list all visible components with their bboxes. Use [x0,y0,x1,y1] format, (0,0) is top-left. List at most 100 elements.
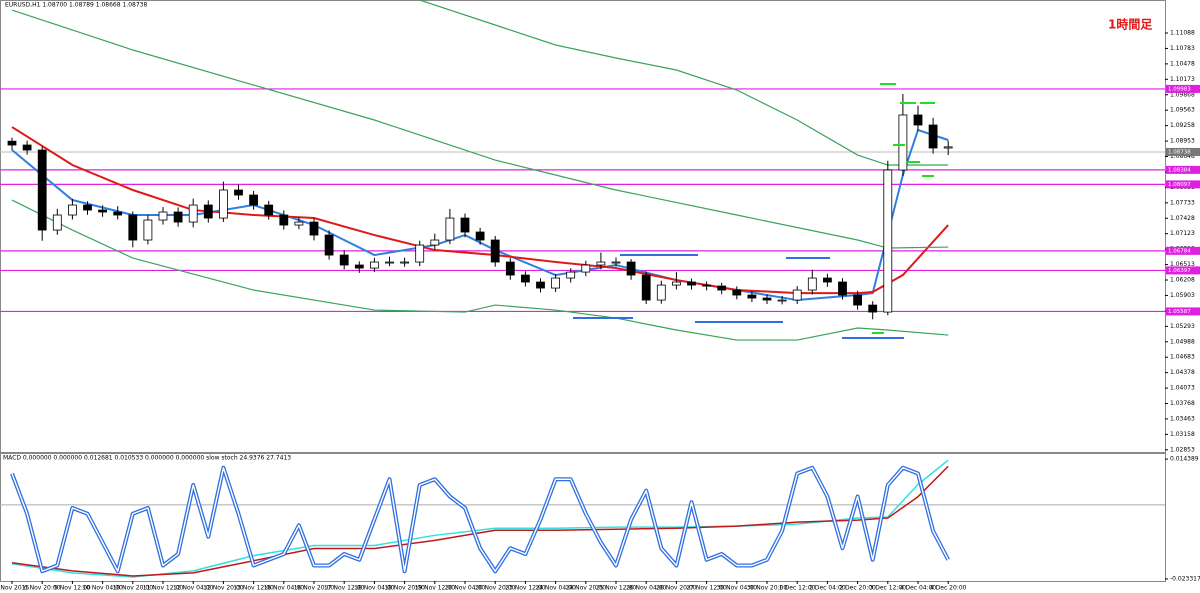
candle-body [143,219,153,241]
y-tick-label: 1.06513 [1170,261,1195,268]
candle-body [702,284,711,287]
candle-body [68,204,77,216]
candle-body [173,211,183,223]
price-level-tag [1166,165,1200,174]
candle-body [37,149,47,231]
x-tick-label: 30 Nov 04:00 [717,585,758,592]
y-tick-label: 1.04378 [1170,369,1195,376]
x-tick-label: 6 Nov 20:00 [24,585,61,592]
candle-body [883,169,893,313]
candle-body [339,254,349,266]
y-tick-label: 1.03463 [1170,415,1195,422]
candle-body [823,277,832,283]
x-tick-label: 20 Nov 20:00 [475,585,516,592]
x-tick-label: 30 Nov 20:00 [747,585,788,592]
x-tick-label: 11 Nov 12:00 [143,585,184,592]
candle-body [234,189,243,196]
y-tick-label: 0.014389 [1170,456,1199,463]
candle-body [581,264,591,273]
x-tick-label: 3 Dec 12:00 [870,585,907,592]
candle-body [249,194,259,206]
x-tick-label: 2 Dec 04:00 [809,585,846,592]
candle-body [188,204,198,223]
main-panel-frame [0,0,1166,453]
y-tick-label: 1.11088 [1170,30,1195,37]
price-level-tag [1166,84,1200,93]
candle-body [113,211,123,216]
x-tick-label: 18 Nov 04:00 [354,585,395,592]
candle-body [369,261,379,269]
y-tick-label: 1.07428 [1170,215,1195,222]
candle-body [279,214,289,226]
y-tick-label: 1.08953 [1170,138,1195,145]
price-level-tag [1166,266,1200,275]
candle-body [641,274,651,301]
x-tick-label: 26 Nov 20:00 [656,585,697,592]
moving-average [11,128,949,302]
moving-average [11,9,949,249]
x-tick-label: 24 Nov 04:00 [535,585,576,592]
candle-body [747,294,757,299]
x-tick-label: 20 Nov 04:00 [445,585,486,592]
candle-body [687,281,696,286]
x-tick-label: 18 Nov 20:00 [384,585,425,592]
candle-body [128,214,138,241]
price-level-label: 1.08097 [1168,182,1191,188]
candle-body [22,144,32,151]
candle-body [732,289,742,296]
x-tick-label: 9 Nov 12:00 [54,585,91,592]
price-level-tag [1166,246,1200,255]
candle-body [430,239,440,246]
candle-body [98,209,107,213]
candle-body [566,271,576,279]
candle-body [913,114,923,126]
candle-body [551,277,560,289]
candle-body [158,211,168,221]
price-level-label: 1.08384 [1168,167,1191,173]
candle-body [52,214,62,231]
x-tick-label: 16 Nov 20:00 [294,585,335,592]
candle-body [309,221,319,236]
candle-body [656,284,666,301]
price-level-label: 1.06397 [1168,268,1191,274]
candle-body [294,221,304,226]
y-tick-label: 1.09868 [1170,91,1195,98]
candle-body [717,285,727,291]
candle-body [83,204,92,211]
candle-body [898,114,908,171]
y-tick-label: 1.10173 [1170,76,1195,83]
x-tick-label: 24 Nov 20:00 [566,585,607,592]
y-tick-label: 1.10478 [1170,60,1195,67]
candle-body [792,289,802,301]
price-level-label: 1.06784 [1168,248,1191,254]
x-tick-label: 23 Nov 12:00 [505,585,546,592]
y-tick-label: 1.05293 [1170,323,1195,330]
y-tick-label: 1.05903 [1170,292,1195,299]
y-tick-label: 1.04683 [1170,354,1195,361]
x-tick-label: 16 Nov 04:00 [264,585,305,592]
candle-body [354,264,364,269]
moving-average [11,199,949,341]
x-tick-label: 10 Nov 04:00 [82,585,123,592]
candle-body [672,281,681,286]
candle-body [943,146,953,149]
y-tick-label: 1.03768 [1170,400,1195,407]
y-tick-label: 1.09563 [1170,107,1195,114]
moving-average [419,0,949,166]
candle-body [596,261,606,266]
y-tick-label: 1.07123 [1170,230,1195,237]
candle-body [853,294,862,306]
current-price-tag [1166,147,1200,156]
annotations [573,83,935,339]
y-tick-label: 1.09258 [1170,122,1195,129]
indicator-header: MACD 0.000000 0.000000 0.012681 0.010533… [3,455,291,462]
y-tick-label: 1.10783 [1170,45,1195,52]
price-level-label: 1.09983 [1168,86,1191,92]
moving-average [11,126,949,295]
candle-body [203,204,213,219]
x-tick-label: 26 Nov 04:00 [626,585,667,592]
x-tick-label: 12 Nov 04:00 [173,585,214,592]
